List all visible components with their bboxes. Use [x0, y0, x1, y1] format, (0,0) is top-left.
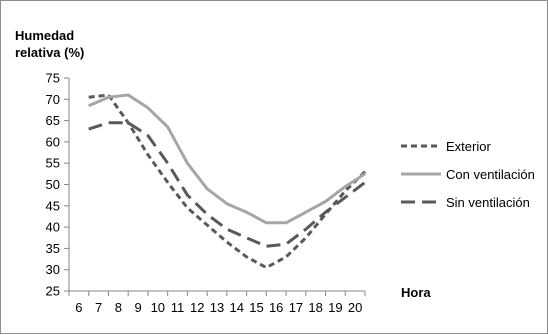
y-tick-label: 65: [46, 113, 60, 128]
legend-label-2: Con ventilación: [446, 167, 535, 182]
x-tick-label: 19: [328, 300, 342, 315]
x-tick-label: 10: [151, 300, 165, 315]
legend: Exterior Con ventilación Sin ventilación: [401, 139, 535, 210]
x-tick-label: 17: [289, 300, 303, 315]
legend-label-1: Exterior: [446, 139, 491, 154]
x-tick-label: 9: [134, 300, 141, 315]
y-tick-label: 40: [46, 220, 60, 235]
legend-label-3: Sin ventilación: [446, 195, 530, 210]
y-axis-label-line-1: Humedad: [15, 28, 74, 43]
y-tick-label: 45: [46, 198, 60, 213]
y-axis-label-line-2: relativa (%): [15, 45, 84, 60]
x-tick-label: 18: [308, 300, 322, 315]
y-tick-label: 75: [46, 71, 60, 86]
y-tick-label: 55: [46, 156, 60, 171]
x-tick-label: 15: [249, 300, 263, 315]
x-tick-label: 12: [190, 300, 204, 315]
x-tick-label: 6: [75, 300, 82, 315]
series-line-1: [89, 95, 365, 268]
series-line-3: [89, 123, 365, 247]
x-tick-label: 20: [348, 300, 362, 315]
series-line-2: [89, 95, 365, 223]
x-tick-label: 13: [210, 300, 224, 315]
y-tick-label: 70: [46, 92, 60, 107]
y-tick-label: 60: [46, 134, 60, 149]
y-tick-label: 25: [46, 284, 60, 299]
x-tick-label: 8: [115, 300, 122, 315]
y-tick-label: 35: [46, 241, 60, 256]
y-tick-label: 50: [46, 177, 60, 192]
x-tick-label: 11: [171, 300, 185, 315]
x-axis-label: Hora: [401, 285, 431, 300]
y-tick-label: 30: [46, 262, 60, 277]
x-tick-label: 16: [269, 300, 283, 315]
x-tick-label: 7: [95, 300, 102, 315]
x-tick-label: 14: [229, 300, 243, 315]
